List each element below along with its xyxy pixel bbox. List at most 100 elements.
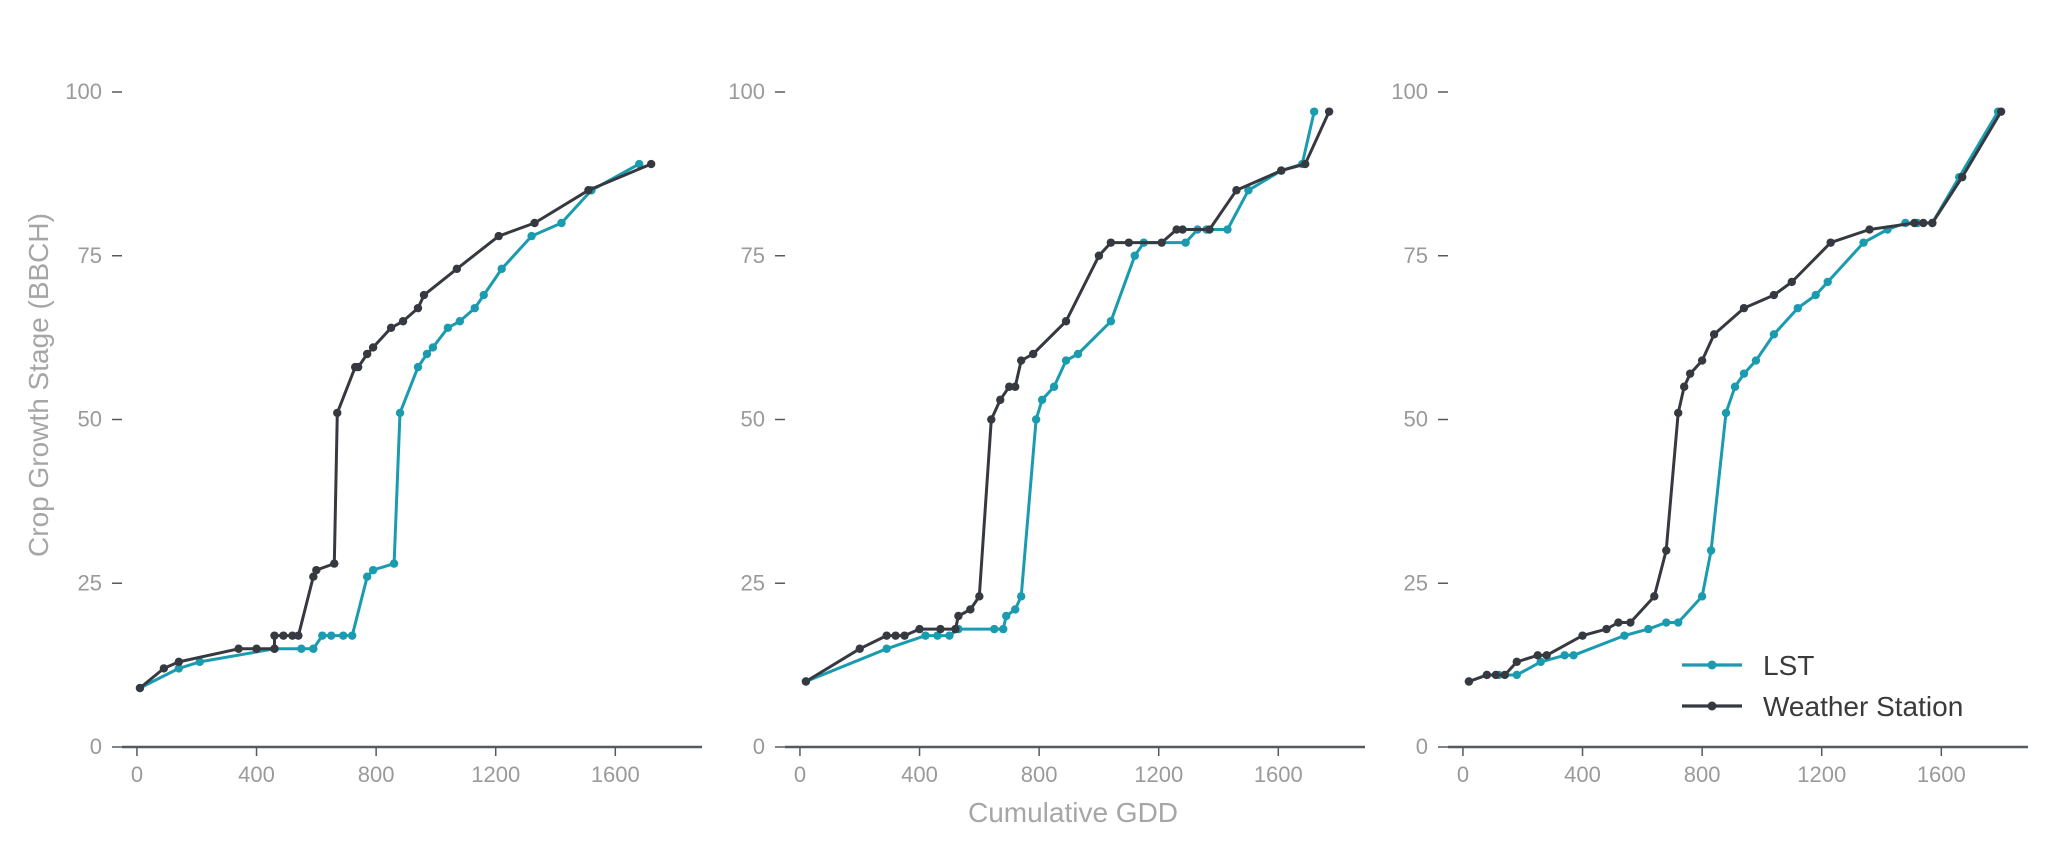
lst-data-point bbox=[1751, 356, 1761, 365]
weather-station-data-point bbox=[1324, 107, 1334, 116]
lst-data-point bbox=[1037, 395, 1047, 405]
lst-data-point bbox=[309, 644, 318, 653]
x-tick-label: 800 bbox=[358, 762, 395, 787]
weather-station-data-point bbox=[936, 624, 945, 634]
weather-station-data-point bbox=[975, 592, 984, 601]
weather-station-data-point bbox=[1602, 624, 1611, 634]
legend-station-marker bbox=[1707, 701, 1717, 711]
lst-data-point bbox=[395, 408, 405, 418]
weather-station-data-point bbox=[1106, 238, 1116, 247]
lst-data-point bbox=[635, 159, 644, 169]
lst-data-point bbox=[1859, 238, 1868, 247]
x-axis-title: Cumulative GDD bbox=[968, 797, 1178, 828]
lst-data-point bbox=[1811, 290, 1820, 300]
weather-station-data-point bbox=[1157, 238, 1166, 247]
weather-station-data-point bbox=[1011, 382, 1020, 391]
y-tick-label: 75 bbox=[1404, 243, 1428, 268]
weather-station-data-point bbox=[294, 631, 303, 640]
y-tick-label: 50 bbox=[78, 407, 102, 432]
lst-data-point bbox=[362, 572, 372, 581]
lst-data-point bbox=[999, 624, 1008, 634]
lst-data-point bbox=[1181, 238, 1190, 247]
weather-station-data-point bbox=[1865, 225, 1874, 234]
weather-station-data-point bbox=[1769, 290, 1779, 300]
weather-station-data-point bbox=[1928, 218, 1937, 228]
weather-station-data-point bbox=[1301, 159, 1310, 169]
weather-station-data-point bbox=[954, 611, 963, 621]
weather-station-data-point bbox=[1958, 172, 1967, 182]
weather-station-data-point bbox=[882, 631, 891, 640]
weather-station-data-point bbox=[270, 644, 279, 653]
y-tick-label: 50 bbox=[741, 407, 765, 432]
lst-data-point bbox=[497, 264, 506, 274]
lst-data-point bbox=[1569, 651, 1578, 660]
weather-station-data-point bbox=[413, 303, 423, 313]
lst-data-point bbox=[1011, 605, 1020, 614]
lst-data-point bbox=[1016, 592, 1026, 601]
lst-data-point bbox=[368, 565, 378, 575]
weather-station-data-point bbox=[398, 317, 408, 326]
weather-station-data-point bbox=[174, 657, 184, 667]
lst-data-point bbox=[1536, 657, 1545, 667]
weather-station-data-point bbox=[270, 631, 279, 640]
y-tick-label: 100 bbox=[1391, 79, 1428, 104]
weather-station-data-point bbox=[1626, 618, 1635, 627]
weather-station-data-point bbox=[996, 395, 1005, 405]
weather-station-data-point bbox=[1205, 225, 1214, 234]
panel-2: 0 400 800 1200 1600 0 25 50 75 100 bbox=[728, 79, 1365, 787]
weather-station-data-point bbox=[419, 290, 429, 300]
weather-station-data-point bbox=[801, 677, 811, 686]
lst-data-point bbox=[945, 631, 954, 640]
lst-data-point bbox=[1061, 356, 1071, 365]
lst-data-point bbox=[428, 343, 438, 352]
y-tick-label: 0 bbox=[753, 734, 765, 759]
lst-data-point bbox=[1620, 631, 1629, 640]
weather-station-data-point bbox=[1685, 369, 1695, 378]
y-tick-label: 0 bbox=[90, 734, 102, 759]
weather-station-data-point bbox=[1491, 670, 1501, 680]
lst-data-point bbox=[389, 559, 399, 568]
lst-data-point bbox=[318, 631, 327, 640]
weather-station-data-point bbox=[1061, 317, 1071, 326]
weather-station-data-point bbox=[353, 362, 363, 372]
weather-station-data-point bbox=[1124, 238, 1134, 247]
panel-1: 0 400 800 1200 1600 0 25 50 75 100 bbox=[65, 79, 702, 787]
x-tick-label: 1600 bbox=[1254, 762, 1303, 787]
lst-series-line bbox=[805, 111, 1316, 683]
weather-station-data-point bbox=[1679, 382, 1689, 391]
weather-station-data-point bbox=[1016, 356, 1026, 365]
weather-station-data-point bbox=[1533, 651, 1542, 660]
lst-data-point bbox=[1730, 382, 1740, 391]
lst-data-point bbox=[1002, 611, 1011, 621]
lst-data-point bbox=[455, 317, 465, 326]
legend-lst-label: LST bbox=[1763, 650, 1814, 681]
weather-station-series-line bbox=[1468, 110, 2003, 683]
lst-data-point bbox=[1106, 317, 1116, 326]
weather-station-data-point bbox=[1512, 657, 1521, 667]
y-tick-label: 50 bbox=[1404, 407, 1428, 432]
x-tick-label: 1600 bbox=[1917, 762, 1966, 787]
weather-station-series-line bbox=[805, 110, 1331, 683]
y-tick-label: 25 bbox=[78, 570, 102, 595]
weather-station-data-point bbox=[159, 664, 169, 673]
lst-series-line bbox=[139, 162, 640, 690]
weather-station-data-point bbox=[530, 218, 539, 228]
y-axis-title: Crop Growth Stage (BBCH) bbox=[23, 213, 54, 557]
weather-station-data-point bbox=[1739, 303, 1749, 313]
x-tick-label: 400 bbox=[1564, 762, 1601, 787]
weather-station-data-point bbox=[330, 559, 339, 568]
lst-data-point bbox=[527, 231, 536, 241]
weather-station-data-point bbox=[1674, 408, 1683, 418]
x-tick-label: 0 bbox=[794, 762, 806, 787]
lst-data-point bbox=[1031, 415, 1041, 424]
weather-station-data-point bbox=[252, 644, 261, 653]
x-tick-label: 1200 bbox=[1134, 762, 1183, 787]
weather-station-data-point bbox=[362, 349, 372, 359]
lst-data-point bbox=[470, 303, 479, 313]
weather-station-data-point bbox=[1482, 670, 1492, 680]
lst-data-point bbox=[1662, 618, 1671, 627]
lst-data-point bbox=[1697, 592, 1707, 601]
weather-station-data-point bbox=[1996, 107, 2006, 116]
lst-data-point bbox=[1309, 107, 1319, 116]
weather-station-data-point bbox=[1232, 186, 1241, 195]
